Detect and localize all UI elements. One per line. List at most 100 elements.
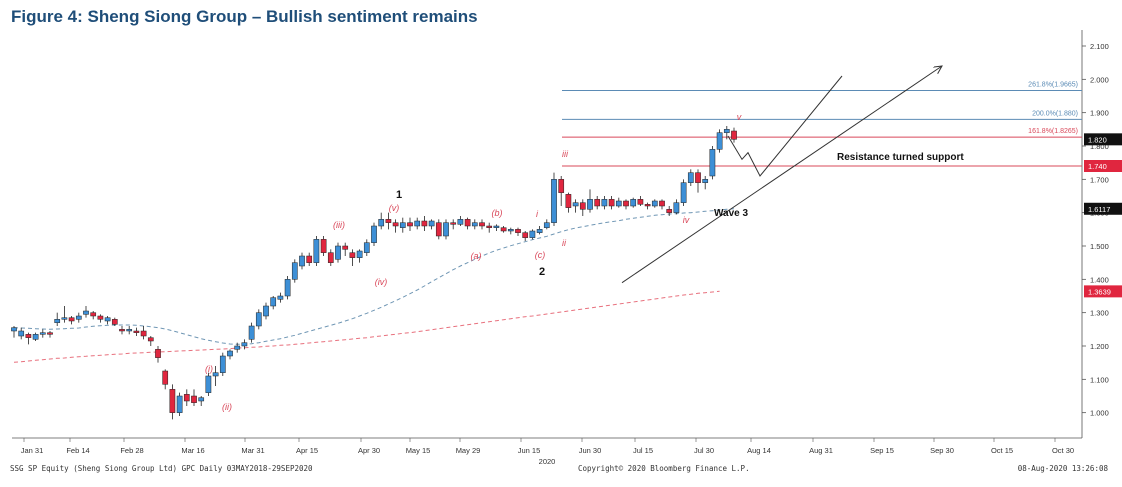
candle-down bbox=[666, 209, 673, 213]
candle-up bbox=[255, 312, 262, 327]
subwave-label: ii bbox=[562, 238, 567, 248]
candle-down bbox=[637, 199, 644, 205]
candle-up bbox=[378, 219, 385, 227]
candle-up bbox=[702, 179, 709, 183]
candle-down bbox=[140, 330, 147, 337]
candle-down bbox=[392, 222, 399, 227]
candle-down bbox=[155, 349, 161, 358]
y-tick-label: 1.200 bbox=[1090, 342, 1109, 351]
candle-down bbox=[119, 329, 125, 332]
candle-up bbox=[176, 395, 183, 413]
candle-up bbox=[83, 310, 89, 315]
candle-down bbox=[385, 219, 392, 223]
x-year-label: 2020 bbox=[539, 457, 556, 466]
candle-down bbox=[47, 332, 53, 335]
candle-down bbox=[97, 315, 104, 320]
footer-ticker: SSG SP Equity (Sheng Siong Group Ltd) GP… bbox=[10, 464, 313, 473]
x-tick-label: Oct 15 bbox=[991, 446, 1013, 455]
candle-up bbox=[428, 220, 435, 227]
candle-up bbox=[126, 329, 133, 332]
candle-down bbox=[162, 370, 169, 385]
candle-up bbox=[270, 297, 277, 307]
x-tick-label: Mar 31 bbox=[241, 446, 264, 455]
subwave-label: (ii) bbox=[222, 402, 232, 412]
candle-up bbox=[61, 317, 68, 320]
x-tick-label: Feb 28 bbox=[120, 446, 143, 455]
candle-up bbox=[443, 222, 449, 237]
candle-up bbox=[277, 295, 284, 300]
candle-down bbox=[435, 222, 442, 237]
candle-down bbox=[306, 255, 313, 263]
wave-label: 1 bbox=[396, 189, 402, 201]
candle-down bbox=[486, 225, 493, 228]
subwave-label: (i) bbox=[205, 364, 213, 374]
candle-down bbox=[407, 222, 413, 227]
candle-up bbox=[687, 172, 694, 183]
price-tag-label: 1.740 bbox=[1088, 162, 1107, 171]
y-tick-label: 1.100 bbox=[1090, 375, 1109, 384]
candle-up bbox=[673, 202, 680, 213]
price-tag-box bbox=[1084, 133, 1122, 146]
subwave-label: (v) bbox=[389, 203, 400, 213]
x-tick-label: Jul 30 bbox=[694, 446, 714, 455]
x-tick-label: Aug 14 bbox=[747, 446, 771, 455]
subwave-label: iv bbox=[683, 215, 690, 225]
y-tick-label: 1.800 bbox=[1090, 142, 1109, 151]
candle-up bbox=[227, 350, 233, 357]
y-tick-label: 2.100 bbox=[1090, 42, 1109, 51]
candle-up bbox=[39, 332, 46, 335]
candle-down bbox=[558, 179, 565, 193]
candle-down bbox=[147, 337, 154, 342]
wave-label: 2 bbox=[539, 266, 545, 278]
candle-up bbox=[471, 222, 478, 227]
candle-down bbox=[522, 232, 529, 238]
candle-down bbox=[731, 130, 737, 140]
candle-up bbox=[457, 219, 464, 225]
candle-up bbox=[263, 305, 269, 317]
candle-down bbox=[623, 200, 629, 207]
x-tick-label: May 15 bbox=[406, 446, 431, 455]
fib-level-label: 161.8%(1.8265) bbox=[1028, 128, 1078, 135]
candle-up bbox=[615, 200, 622, 207]
ma-short-line bbox=[13, 208, 735, 345]
subwave-label: (iv) bbox=[375, 277, 388, 287]
candle-up bbox=[212, 372, 219, 377]
y-tick-label: 1.000 bbox=[1090, 409, 1109, 418]
subwave-label: (iii) bbox=[333, 220, 345, 230]
price-tag-box bbox=[1084, 285, 1122, 298]
candle-up bbox=[630, 199, 637, 207]
candle-down bbox=[515, 229, 521, 233]
x-tick-label: Jul 15 bbox=[633, 446, 653, 455]
candle-down bbox=[327, 252, 334, 263]
candle-up bbox=[371, 225, 377, 243]
y-tick-label: 1.700 bbox=[1090, 175, 1109, 184]
candle-down bbox=[320, 239, 327, 253]
candle-up bbox=[543, 222, 550, 228]
candle-up bbox=[205, 375, 212, 393]
candle-down bbox=[450, 222, 457, 225]
candle-down bbox=[644, 204, 651, 207]
price-tag-label: 1.820 bbox=[1088, 135, 1107, 144]
x-tick-label: Sep 30 bbox=[930, 446, 954, 455]
candle-up bbox=[284, 279, 291, 297]
candle-up bbox=[32, 334, 39, 340]
candle-up bbox=[335, 245, 341, 260]
candle-up bbox=[680, 182, 687, 203]
ma-long-line bbox=[13, 290, 720, 363]
figure-title: Figure 4: Sheng Siong Group – Bullish se… bbox=[11, 7, 478, 26]
candle-down bbox=[594, 199, 601, 207]
x-tick-label: Jun 30 bbox=[579, 446, 602, 455]
candle-down bbox=[169, 389, 176, 413]
candle-up bbox=[104, 317, 111, 322]
x-tick-label: Sep 15 bbox=[870, 446, 894, 455]
subwave-label: (c) bbox=[535, 250, 546, 260]
candle-up bbox=[507, 229, 514, 232]
candle-up bbox=[572, 202, 579, 207]
candle-down bbox=[25, 334, 32, 338]
price-tag-label: 1.3639 bbox=[1088, 287, 1111, 296]
candle-down bbox=[133, 330, 140, 333]
footer-copyright: Copyright© 2020 Bloomberg Finance L.P. bbox=[578, 464, 750, 473]
candle-up bbox=[291, 262, 298, 280]
y-tick-label: 1.300 bbox=[1090, 309, 1109, 318]
candle-up bbox=[75, 315, 82, 320]
